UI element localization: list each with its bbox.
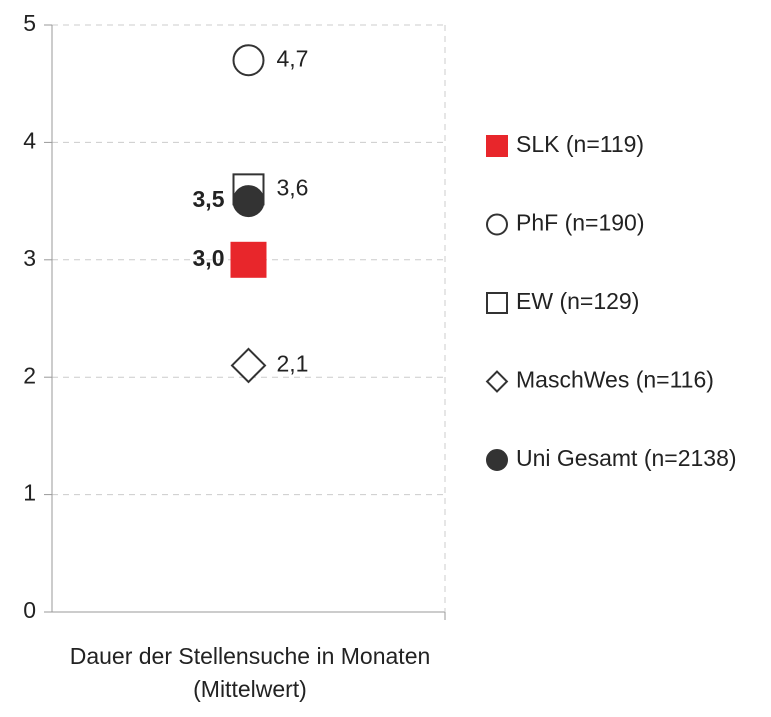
- legend-label: PhF (n=190): [516, 210, 645, 236]
- legend-label: MaschWes (n=116): [516, 367, 714, 393]
- marker: [230, 347, 267, 384]
- y-tick-label: 0: [23, 597, 36, 623]
- value-label: 3,5: [193, 186, 225, 212]
- marker: [232, 44, 265, 77]
- y-tick-label: 4: [23, 127, 36, 153]
- value-label: 3,6: [277, 174, 309, 200]
- legend-label: Uni Gesamt (n=2138): [516, 445, 737, 471]
- value-label: 4,7: [277, 45, 309, 71]
- legend-marker: [486, 449, 508, 471]
- y-tick-label: 2: [23, 362, 36, 388]
- legend-label: SLK (n=119): [516, 131, 644, 157]
- legend-label: EW (n=129): [516, 288, 639, 314]
- y-tick-label: 5: [23, 10, 36, 36]
- y-tick-label: 1: [23, 480, 36, 506]
- x-category-label: Dauer der Stellensuche in Monaten (Mitte…: [69, 643, 431, 702]
- legend-marker: [486, 292, 508, 314]
- marker: [230, 241, 267, 278]
- value-label: 3,0: [193, 245, 225, 271]
- legend-marker: [486, 213, 508, 236]
- marker: [232, 185, 265, 218]
- legend-marker: [485, 370, 509, 393]
- legend-marker: [486, 135, 508, 157]
- y-tick-label: 3: [23, 245, 36, 271]
- value-label: 2,1: [277, 351, 309, 377]
